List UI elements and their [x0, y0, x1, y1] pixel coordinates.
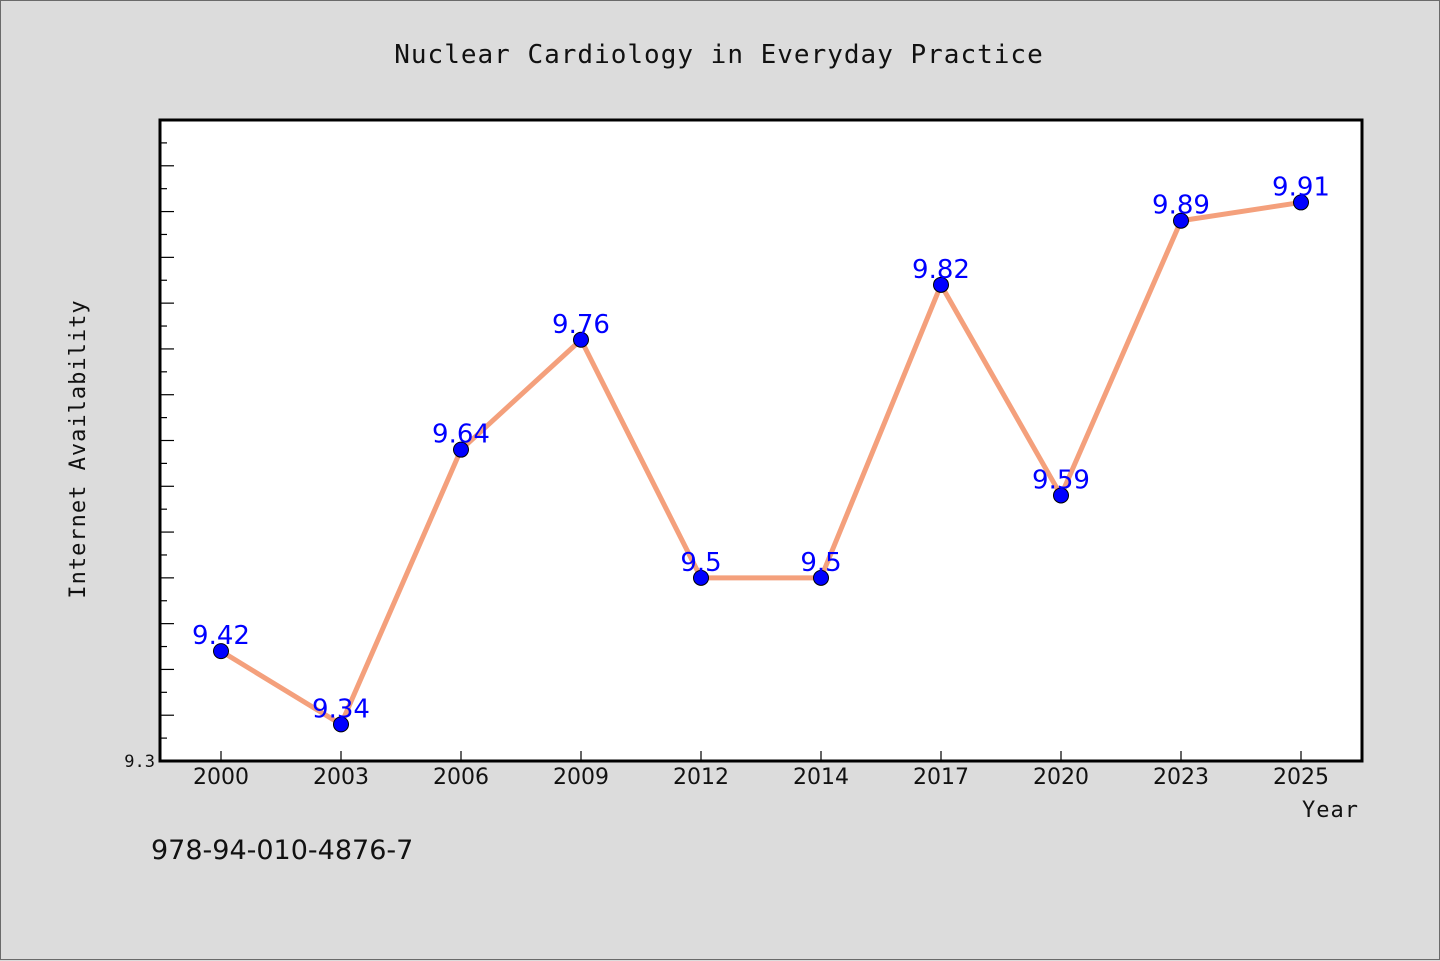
isbn-text: 978-94-010-4876-7 — [151, 835, 414, 866]
data-point — [933, 276, 949, 293]
data-label: 9.59 — [1032, 465, 1090, 495]
data-point — [453, 441, 469, 458]
x-tick-label: 2003 — [313, 765, 369, 790]
data-label: 9.76 — [552, 310, 610, 340]
data-label: 9.82 — [912, 255, 970, 285]
x-tick-label: 2025 — [1273, 765, 1329, 790]
y-axis-tick-labels: 9.3 — [124, 752, 155, 772]
data-label: 9.91 — [1272, 172, 1330, 202]
data-point — [693, 569, 709, 586]
y-axis-label: Internet Availability — [66, 299, 91, 598]
data-label: 9.42 — [192, 621, 250, 651]
series-line — [219, 199, 1302, 727]
data-labels: 9.42 9.34 9.64 9.76 9.5 9.5 9.82 9.59 9.89 9.91 — [192, 172, 1330, 724]
x-tick-label: 2023 — [1153, 765, 1209, 790]
x-tick-label: 2020 — [1033, 765, 1089, 790]
data-point — [1293, 194, 1309, 211]
y-tick-label: 9.3 — [124, 752, 155, 772]
data-point — [813, 569, 829, 586]
data-point — [213, 643, 229, 660]
data-label: 9.5 — [680, 548, 721, 578]
data-point — [573, 331, 589, 348]
data-label: 9.34 — [312, 694, 370, 724]
x-tick-label: 2009 — [553, 765, 609, 790]
x-tick-label: 2000 — [193, 765, 249, 790]
x-tick-label: 2014 — [793, 765, 849, 790]
data-point — [333, 716, 349, 733]
x-tick-label: 2012 — [673, 765, 729, 790]
data-point — [1173, 212, 1189, 229]
data-point — [1053, 487, 1069, 504]
x-axis-tick-labels: 2000 2003 2006 2009 2012 2014 2017 2020 2023 2025 — [193, 765, 1329, 790]
x-axis-ticks — [220, 751, 1302, 761]
x-axis-label: Year — [1302, 798, 1359, 823]
data-label: 9.89 — [1152, 191, 1210, 221]
data-label: 9.64 — [432, 420, 490, 450]
plot-area — [158, 118, 1364, 763]
series-markers — [213, 194, 1309, 733]
y-axis-ticks — [160, 119, 174, 762]
chart-title: Nuclear Cardiology in Everyday Practice — [394, 40, 1043, 70]
data-label: 9.5 — [800, 548, 841, 578]
x-tick-label: 2006 — [433, 765, 489, 790]
x-tick-label: 2017 — [913, 765, 969, 790]
